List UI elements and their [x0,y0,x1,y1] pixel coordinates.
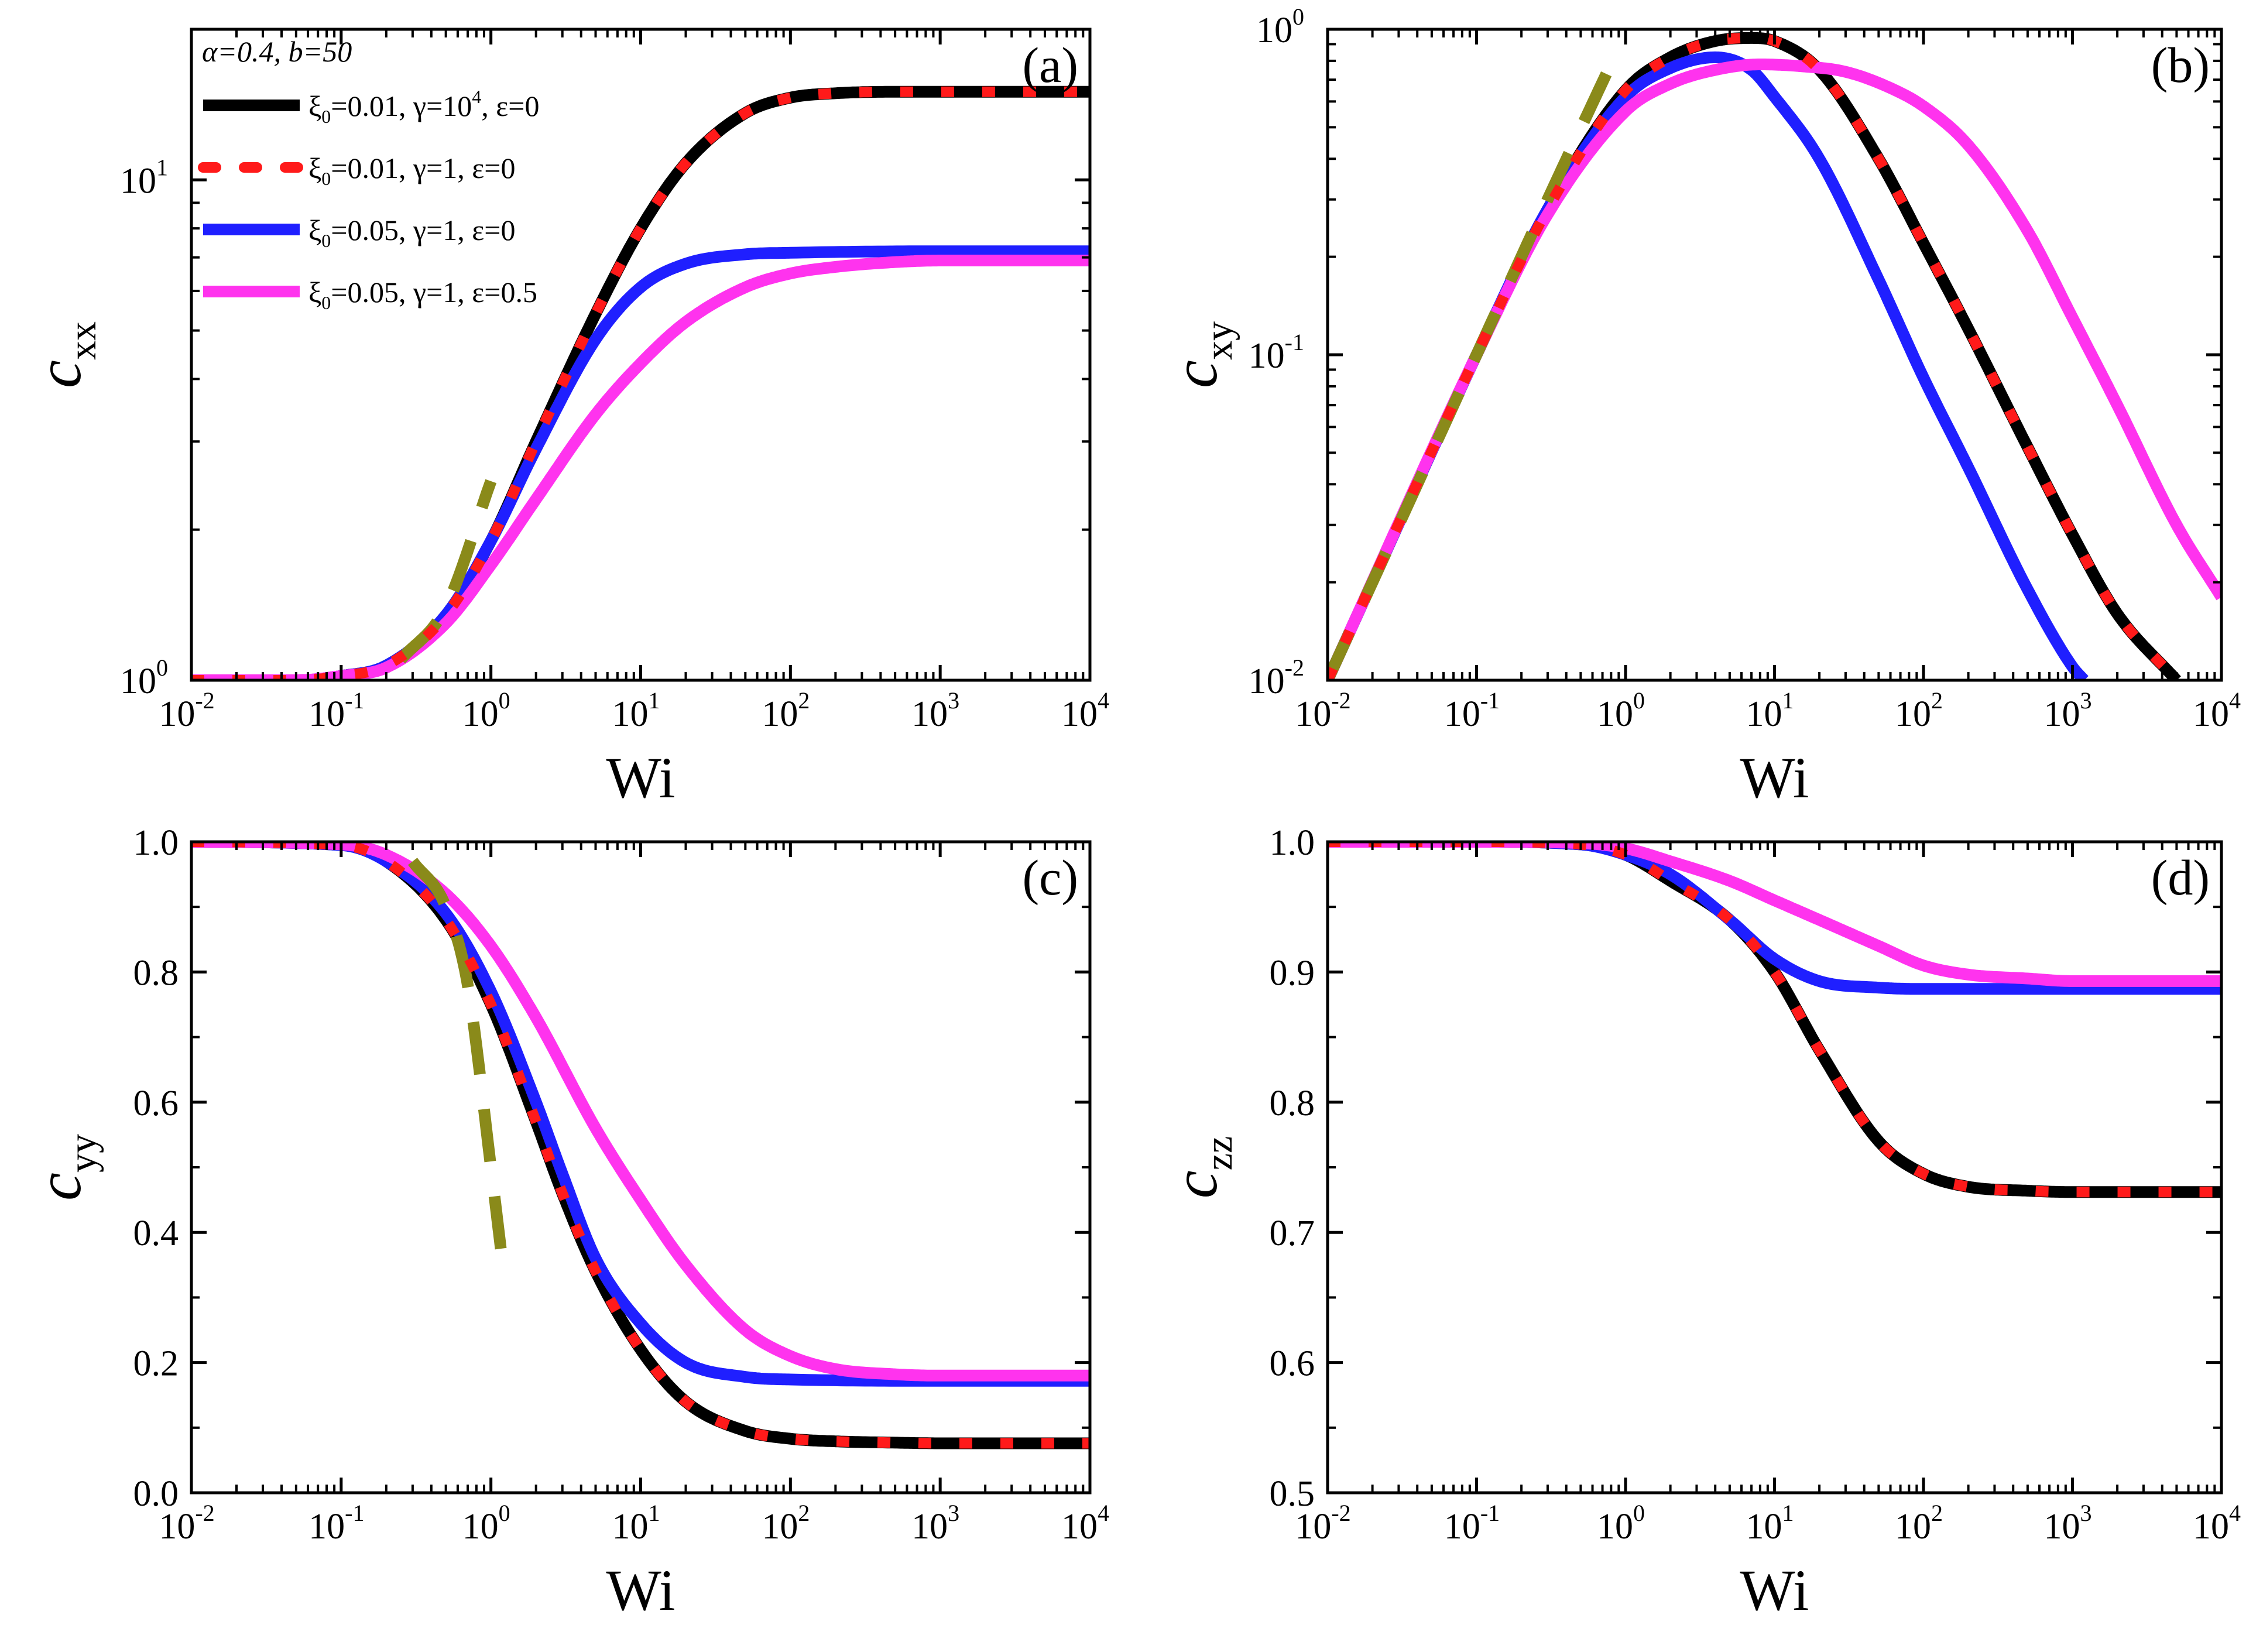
legend: α=0.4, b=50 ξ0=0.01, γ=104, ε=0 ξ0=0.01, γ… [198,35,540,313]
x-tick-label: 100 [462,687,510,734]
y-axis-label: cxy [1161,321,1240,388]
x-tick-label: 10-1 [1444,1500,1500,1547]
legend-header: α=0.4, b=50 [202,35,352,68]
panel-a: 10-2 10-1 100 101 102 103 104 100 101 Wi cxx (a) [25,28,1109,810]
x-tick-label: 103 [2044,687,2092,734]
series-group [191,85,1090,680]
y-ticks: 10-2 10-1 100 [1249,4,2221,701]
y-tick-label: 10-1 [1249,329,1304,376]
x-tick-label: 100 [462,1500,510,1547]
x-ticks: 10-2 10-1 100 101 102 103 104 [1295,842,2241,1547]
axis-frame [190,840,1092,1495]
x-tick-label: 101 [1746,1500,1794,1547]
y-tick-label: 0.5 [1270,1474,1315,1514]
y-tick-label: 0.2 [133,1344,179,1384]
x-tick-label: 102 [762,1500,810,1547]
y-tick-label: 1.0 [133,823,179,863]
x-tick-label: 101 [1746,687,1794,734]
series-line-red [1328,32,2181,680]
x-tick-label: 103 [911,1500,959,1547]
x-tick-label: 101 [612,687,660,734]
y-tick-label: 0.4 [133,1214,179,1253]
y-tick-label: 10-2 [1249,654,1304,701]
x-ticks: 10-2 10-1 100 101 102 103 104 [159,29,1109,734]
panel-label: (c) [1023,849,1078,906]
series-line-red [1328,842,2221,1198]
y-tick-label: 100 [1256,4,1304,50]
panel-label: (d) [2151,849,2210,906]
panel-label: (a) [1023,37,1078,93]
series-line-black [191,842,1090,1449]
x-axis-label: Wi [606,745,675,810]
x-tick-label: 104 [1061,1500,1109,1547]
x-tick-label: 104 [2193,1500,2241,1547]
x-axis-label: Wi [1740,745,1809,810]
legend-label: ξ0=0.05, γ=1, ε=0 [308,214,516,251]
x-ticks: 10-2 10-1 100 101 102 103 104 [159,842,1109,1547]
x-tick-label: 10-2 [1295,1500,1350,1547]
legend-label: ξ0=0.05, γ=1, ε=0.5 [308,276,537,313]
y-tick-label: 0.0 [133,1474,179,1514]
x-tick-label: 102 [1895,687,1943,734]
x-tick-label: 102 [1895,1500,1943,1547]
x-axis-label: Wi [606,1558,675,1623]
y-tick-label: 0.8 [1270,1084,1315,1123]
y-tick-label: 100 [120,654,168,701]
y-tick-label: 1.0 [1270,823,1315,863]
x-tick-label: 10-2 [159,1500,214,1547]
series-line-blue [191,842,1090,1387]
axis-frame [1326,840,2223,1495]
x-tick-label: 10-2 [1295,687,1350,734]
y-tick-label: 0.7 [1270,1214,1315,1253]
x-tick-label: 104 [2193,687,2241,734]
x-ticks: 10-2 10-1 100 101 102 103 104 [1295,29,2241,734]
x-tick-label: 10-2 [159,687,214,734]
x-tick-label: 100 [1597,687,1645,734]
y-tick-label: 0.6 [133,1084,179,1123]
x-tick-label: 103 [911,687,959,734]
series-line-magenta [191,255,1090,680]
y-ticks: 0.5 0.6 0.7 0.8 0.9 1.0 [1270,823,2221,1514]
series-group [1328,32,2221,680]
y-tick-label: 101 [120,154,168,201]
series-line-olive [1328,44,1624,680]
x-tick-label: 104 [1061,687,1109,734]
x-tick-label: 10-1 [1444,687,1500,734]
x-tick-label: 10-1 [308,687,364,734]
series-line-red [191,86,1090,680]
series-line-magenta [1328,842,2221,987]
panel-c: 10-2 10-1 100 101 102 103 104 0.0 0.2 0.4 0.6 0.8 1.… [25,823,1109,1623]
y-tick-label: 0.6 [1270,1344,1315,1384]
x-tick-label: 100 [1597,1500,1645,1547]
series-group [191,842,1090,1449]
series-group [1328,842,2221,1198]
panel-b: 10-2 10-1 100 101 102 103 104 10-2 10-1 100 Wi cxy (… [1161,4,2241,810]
series-line-blue [191,245,1090,680]
x-tick-label: 102 [762,687,810,734]
y-axis-label: cxx [25,321,104,388]
y-axis-label: cyy [25,1134,104,1201]
legend-label: ξ0=0.01, γ=104, ε=0 [308,86,540,127]
series-line-olive [396,479,497,664]
x-tick-label: 10-1 [308,1500,364,1547]
panel-d: 10-2 10-1 100 101 102 103 104 0.5 0.6 0.7 0.8 0.9 1.… [1161,823,2241,1623]
y-ticks: 100 101 [120,28,1090,701]
legend-label: ξ0=0.01, γ=1, ε=0 [308,152,516,189]
panel-label: (b) [2151,37,2210,93]
y-tick-label: 0.8 [133,953,179,993]
series-line-magenta [191,842,1090,1382]
series-line-magenta [1328,59,2221,680]
x-tick-label: 103 [2044,1500,2092,1547]
y-axis-label: czz [1161,1136,1240,1199]
y-tick-label: 0.9 [1270,953,1315,993]
series-line-black [1328,32,2181,680]
series-line-olive [407,857,509,1267]
y-ticks: 0.0 0.2 0.4 0.6 0.8 1.0 [133,823,1090,1514]
x-tick-label: 101 [612,1500,660,1547]
x-axis-label: Wi [1740,1558,1809,1623]
